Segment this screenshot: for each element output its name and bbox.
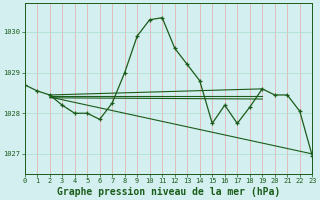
X-axis label: Graphe pression niveau de la mer (hPa): Graphe pression niveau de la mer (hPa): [57, 186, 280, 197]
